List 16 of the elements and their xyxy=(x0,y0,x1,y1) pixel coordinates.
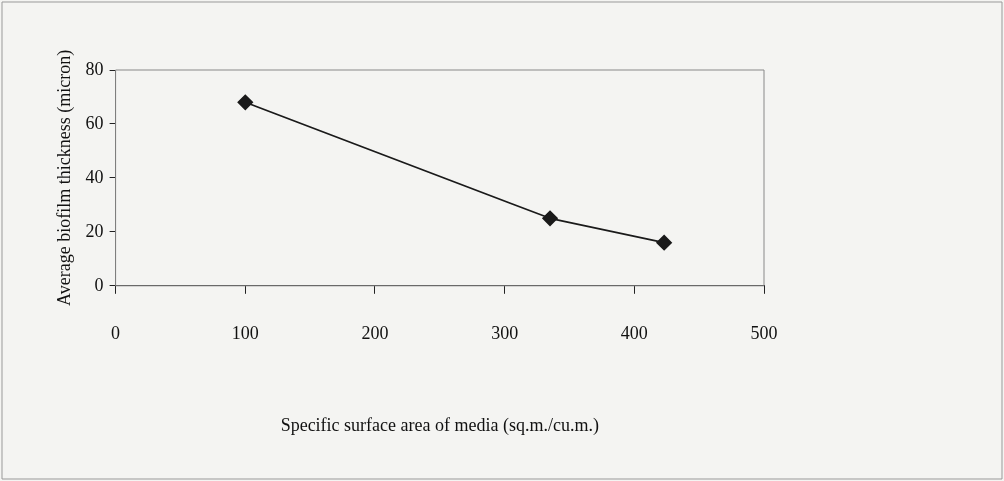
x-tick-label: 100 xyxy=(231,323,259,344)
point xyxy=(542,210,558,227)
x-tick-label: 300 xyxy=(491,323,519,344)
x-tick-label: 0 xyxy=(111,323,121,344)
x-tick-label: 400 xyxy=(620,323,648,344)
y-tick-label: 80 xyxy=(85,58,104,79)
y-tick-label: 0 xyxy=(94,274,104,295)
y-tick-label: 20 xyxy=(85,220,104,241)
x-axis-title: Specific surface area of media (sq.m./cu.m.) xyxy=(280,414,599,436)
y-tick-label: 40 xyxy=(85,166,104,187)
x-tick-label: 200 xyxy=(361,323,389,344)
y-tick-label: 60 xyxy=(85,112,104,133)
x-tick-label: 500 xyxy=(750,323,778,344)
y-axis-title: Average biofilm thickness (micron) xyxy=(53,49,75,306)
point xyxy=(656,234,672,251)
point xyxy=(237,94,254,111)
